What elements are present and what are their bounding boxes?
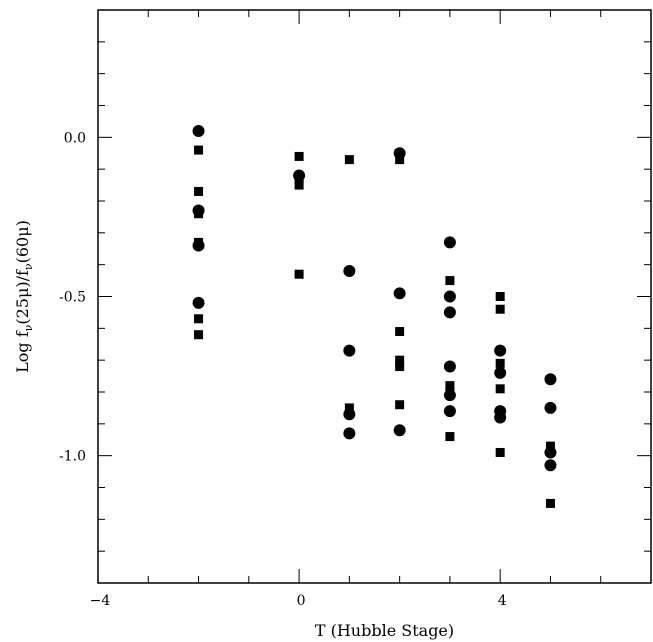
data-point-square	[294, 151, 304, 161]
data-point-circle	[544, 401, 557, 414]
data-point-square	[294, 180, 304, 190]
data-point-circle	[343, 427, 356, 440]
x-tick-label: 4	[498, 593, 507, 609]
y-tick-label: -1.0	[59, 449, 86, 465]
x-axis-label: T (Hubble Stage)	[315, 621, 454, 640]
data-point-square	[194, 330, 204, 340]
data-point-circle	[494, 344, 507, 357]
x-tick-label: −4	[90, 593, 111, 609]
data-point-square	[445, 432, 455, 442]
data-point-square	[445, 387, 455, 397]
data-point-circle	[443, 290, 456, 303]
data-point-square	[395, 327, 405, 337]
data-point-square	[495, 304, 505, 314]
data-point-square	[194, 314, 204, 324]
y-label-prefix: Log f	[13, 330, 32, 373]
data-point-square	[445, 381, 455, 391]
data-point-square	[395, 362, 405, 372]
data-point-circle	[393, 287, 406, 300]
data-point-square	[395, 155, 405, 165]
data-point-square	[194, 209, 204, 219]
data-point-square	[495, 384, 505, 394]
y-label-suffix: (60μ)	[13, 220, 32, 263]
data-point-circle	[343, 265, 356, 278]
data-point-square	[194, 237, 204, 247]
data-point-circle	[192, 296, 205, 309]
y-label-sub1: ν	[22, 324, 35, 331]
data-point-circle	[443, 360, 456, 373]
data-point-square	[194, 145, 204, 155]
x-tick-label: 0	[297, 593, 306, 609]
data-point-square	[495, 358, 505, 368]
tick-labels: −4 0 4 0.0 -0.5 -1.0	[59, 130, 507, 609]
y-label-mid: (25μ)/f	[13, 269, 32, 325]
data-point-circle	[443, 405, 456, 418]
data-point-circle	[494, 411, 507, 424]
data-point-square	[344, 155, 354, 165]
data-point-square	[495, 447, 505, 457]
data-point-square	[395, 355, 405, 365]
data-point-square	[445, 276, 455, 286]
data-point-square	[294, 269, 304, 279]
axis-ticks	[97, 9, 652, 584]
data-point-circle	[494, 366, 507, 379]
y-axis-label: Log fν(25μ)/fν(60μ)	[13, 220, 35, 373]
data-point-square	[545, 498, 555, 508]
data-point-circle	[192, 124, 205, 137]
y-label-sub2: ν	[22, 263, 35, 270]
data-point-square	[395, 400, 405, 410]
data-point-square	[194, 186, 204, 196]
data-point-circle	[443, 236, 456, 249]
y-tick-label: 0.0	[64, 130, 86, 146]
data-point-circle	[393, 424, 406, 437]
data-point-square	[495, 292, 505, 301]
data-point-square	[545, 441, 555, 451]
data-point-circle	[544, 459, 557, 472]
data-point-square	[344, 403, 354, 413]
data-point-circle	[343, 344, 356, 357]
plot-frame	[97, 9, 652, 584]
y-tick-label: -0.5	[59, 290, 86, 306]
data-point-circle	[544, 373, 557, 386]
data-points	[192, 124, 557, 508]
data-point-circle	[443, 306, 456, 319]
data-point-square	[294, 174, 304, 184]
